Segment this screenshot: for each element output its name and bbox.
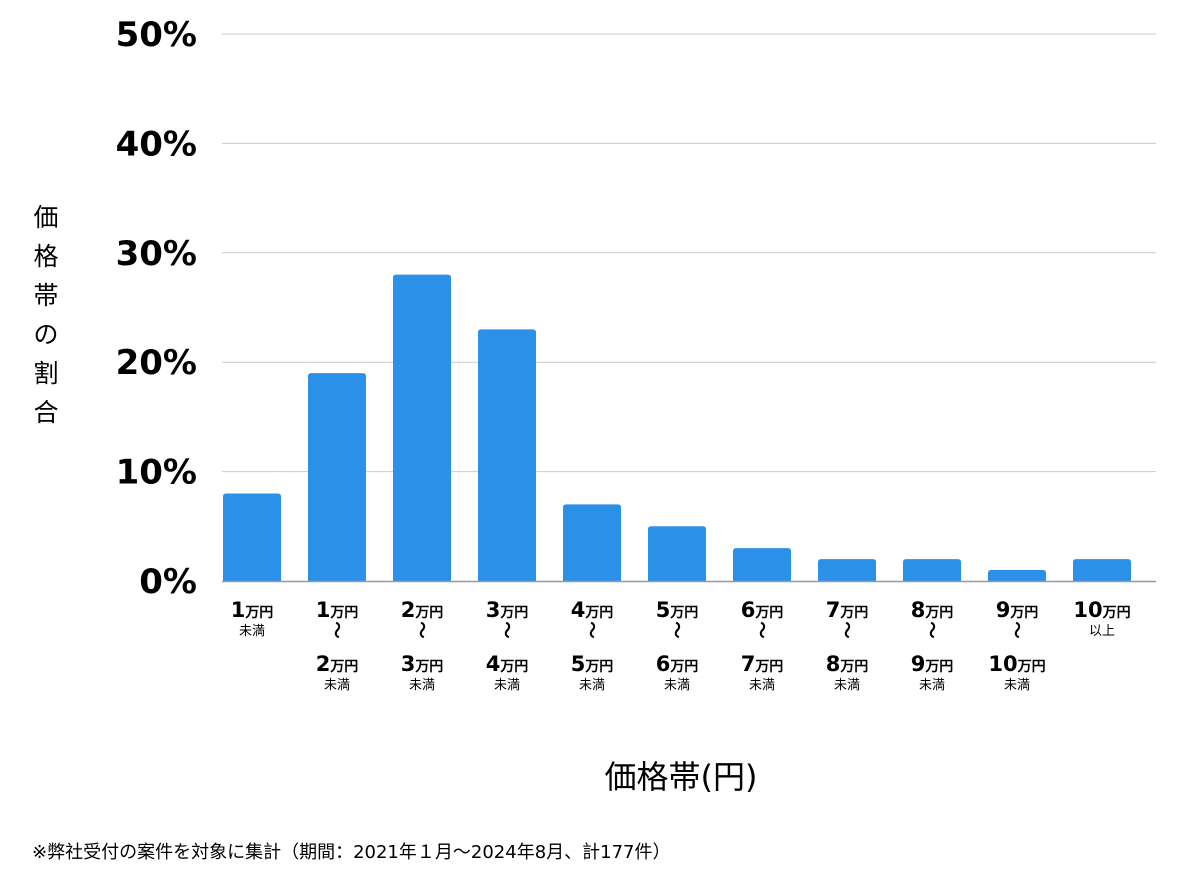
x-tick-amount: 3万円: [486, 598, 529, 622]
x-tick-qualifier: 未満: [579, 678, 605, 693]
x-tick-qualifier: 未満: [409, 678, 435, 693]
x-tick-amount: 9万円: [911, 652, 954, 676]
footnote: ※弊社受付の案件を対象に集計（期間：2021年１月～2024年8月、計177件）: [32, 842, 671, 863]
y-axis-label-char: 価: [33, 203, 58, 232]
x-tick-amount: 2万円: [316, 652, 359, 676]
x-tick-qualifier: 未満: [324, 678, 350, 693]
x-tick-amount: 5万円: [571, 652, 614, 676]
y-tick-label: 50%: [116, 15, 197, 55]
y-tick-label: 40%: [116, 124, 197, 164]
x-tick-amount: 1万円: [316, 598, 359, 622]
gridlines: [222, 33, 1156, 473]
x-tick-range-separator: 〜: [751, 622, 771, 639]
y-tick-label: 10%: [116, 453, 197, 493]
bars: [223, 274, 1131, 581]
x-tick-amount: 10万円: [988, 652, 1045, 676]
x-tick-amount: 10万円: [1073, 598, 1130, 622]
x-tick-amount: 4万円: [486, 652, 529, 676]
x-tick-qualifier: 未満: [834, 678, 860, 693]
bar: [1073, 559, 1131, 581]
x-tick-amount: 3万円: [401, 652, 444, 676]
x-tick-qualifier: 以上: [1089, 624, 1115, 639]
bar: [223, 493, 281, 581]
x-axis-ticks: 1万円未満1万円〜2万円未満2万円〜3万円未満3万円〜4万円未満4万円〜5万円未…: [231, 598, 1131, 693]
x-tick-qualifier: 未満: [494, 678, 520, 693]
y-tick-label: 30%: [116, 234, 197, 274]
bar: [393, 274, 451, 581]
y-axis-label-char: 帯: [33, 281, 58, 310]
x-tick-qualifier: 未満: [919, 678, 945, 693]
x-tick-amount: 2万円: [401, 598, 444, 622]
bar: [903, 559, 961, 581]
x-tick-amount: 7万円: [826, 598, 869, 622]
x-axis-label: 価格帯(円): [605, 758, 758, 796]
x-tick-amount: 7万円: [741, 652, 784, 676]
y-axis-ticks: 0% 10% 20% 30% 40% 50%: [116, 15, 197, 602]
y-tick-label: 20%: [116, 343, 197, 383]
x-tick-amount: 5万円: [656, 598, 699, 622]
bar: [308, 373, 366, 581]
y-axis-label-char: 格: [33, 242, 58, 271]
x-tick-amount: 8万円: [826, 652, 869, 676]
bar: [733, 548, 791, 581]
bar: [563, 504, 621, 581]
x-tick-range-separator: 〜: [921, 622, 941, 639]
y-tick-label: 0%: [139, 562, 197, 602]
x-tick-amount: 6万円: [656, 652, 699, 676]
x-tick-qualifier: 未満: [239, 624, 265, 639]
bar: [818, 559, 876, 581]
bar: [478, 329, 536, 581]
x-tick-qualifier: 未満: [664, 678, 690, 693]
y-axis-label-char: の: [33, 320, 58, 349]
x-tick-amount: 4万円: [571, 598, 614, 622]
x-tick-qualifier: 未満: [749, 678, 775, 693]
x-tick-qualifier: 未満: [1004, 678, 1030, 693]
y-axis-label-char: 合: [33, 398, 58, 427]
x-tick-range-separator: 〜: [411, 622, 431, 639]
x-tick-range-separator: 〜: [836, 622, 856, 639]
y-axis-label-char: 割: [33, 359, 58, 388]
x-tick-amount: 8万円: [911, 598, 954, 622]
x-tick-amount: 6万円: [741, 598, 784, 622]
bar: [988, 570, 1046, 581]
x-tick-amount: 1万円: [231, 598, 274, 622]
x-tick-range-separator: 〜: [1006, 622, 1026, 639]
bar: [648, 526, 706, 581]
x-tick-amount: 9万円: [996, 598, 1039, 622]
x-tick-range-separator: 〜: [581, 622, 601, 639]
x-tick-range-separator: 〜: [326, 622, 346, 639]
x-tick-range-separator: 〜: [496, 622, 516, 639]
x-tick-range-separator: 〜: [666, 622, 686, 639]
